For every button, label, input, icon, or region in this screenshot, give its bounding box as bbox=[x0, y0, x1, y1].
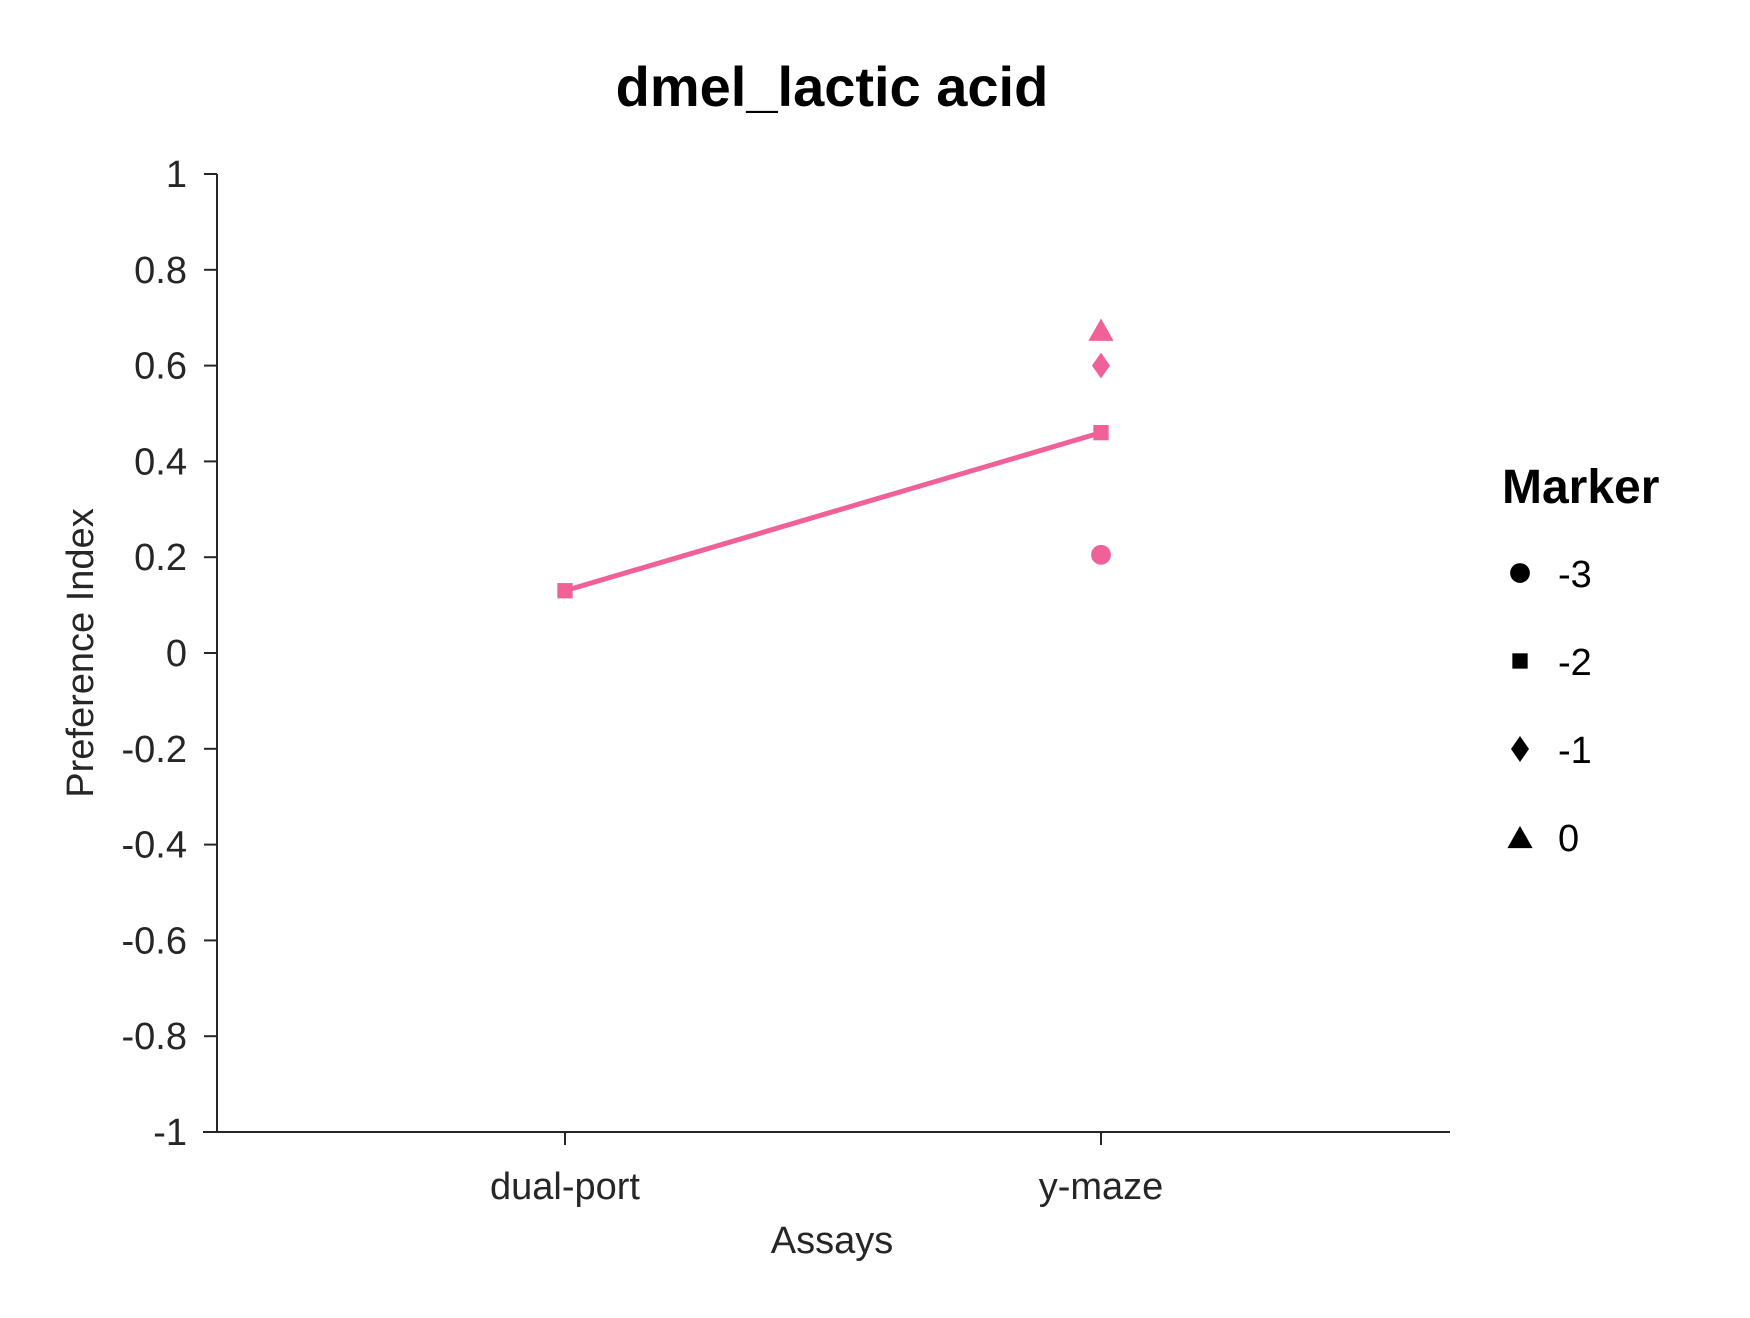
legend-label: -3 bbox=[1558, 554, 1592, 596]
data-point-square bbox=[1093, 425, 1109, 441]
legend-items: -3 -2 -1 0 bbox=[1507, 554, 1592, 860]
legend-label: -2 bbox=[1558, 642, 1592, 684]
legend-marker-circle bbox=[1510, 563, 1530, 583]
legend-marker-triangle bbox=[1507, 825, 1533, 849]
series-line bbox=[564, 430, 1102, 594]
y-axis: 1 0.8 0.6 0.4 0.2 0 -0.2 -0.4 -0.6 -0.8 -1 bbox=[122, 154, 218, 1154]
y-tick-label: -1 bbox=[153, 1112, 187, 1154]
chart-title: dmel_lactic acid bbox=[616, 55, 1049, 118]
data-point-square bbox=[557, 583, 573, 599]
x-tick-label: y-maze bbox=[1039, 1166, 1164, 1208]
legend-marker-square bbox=[1512, 653, 1528, 669]
y-tick-label: -0.6 bbox=[122, 920, 187, 962]
y-tick-label: 0.8 bbox=[134, 250, 187, 292]
x-axis-label: Assays bbox=[771, 1220, 893, 1262]
data-point-circle bbox=[1091, 544, 1111, 565]
y-tick-label: -0.4 bbox=[122, 825, 187, 867]
x-tick-label: dual-port bbox=[490, 1166, 640, 1208]
data-point-diamond bbox=[1092, 352, 1110, 379]
legend-label: 0 bbox=[1558, 818, 1579, 860]
y-tick-label: 0.6 bbox=[134, 346, 187, 388]
y-tick-label: 1 bbox=[166, 154, 187, 196]
y-tick-label: 0.2 bbox=[134, 537, 187, 579]
y-tick-label: -0.2 bbox=[122, 729, 187, 771]
y-tick-label: 0.4 bbox=[134, 441, 187, 483]
legend-title: Marker bbox=[1502, 461, 1659, 514]
legend-marker-diamond bbox=[1511, 736, 1529, 762]
y-axis-label: Preference Index bbox=[60, 508, 102, 797]
y-tick-label: 0 bbox=[166, 633, 187, 675]
legend-label: -1 bbox=[1558, 730, 1592, 772]
y-tick-label: -0.8 bbox=[122, 1016, 187, 1058]
legend: Marker -3 -2 -1 0 bbox=[1502, 461, 1659, 860]
data-point-triangle bbox=[1088, 318, 1114, 341]
plot-area bbox=[557, 318, 1114, 599]
x-axis: dual-port y-maze bbox=[203, 1131, 1450, 1208]
